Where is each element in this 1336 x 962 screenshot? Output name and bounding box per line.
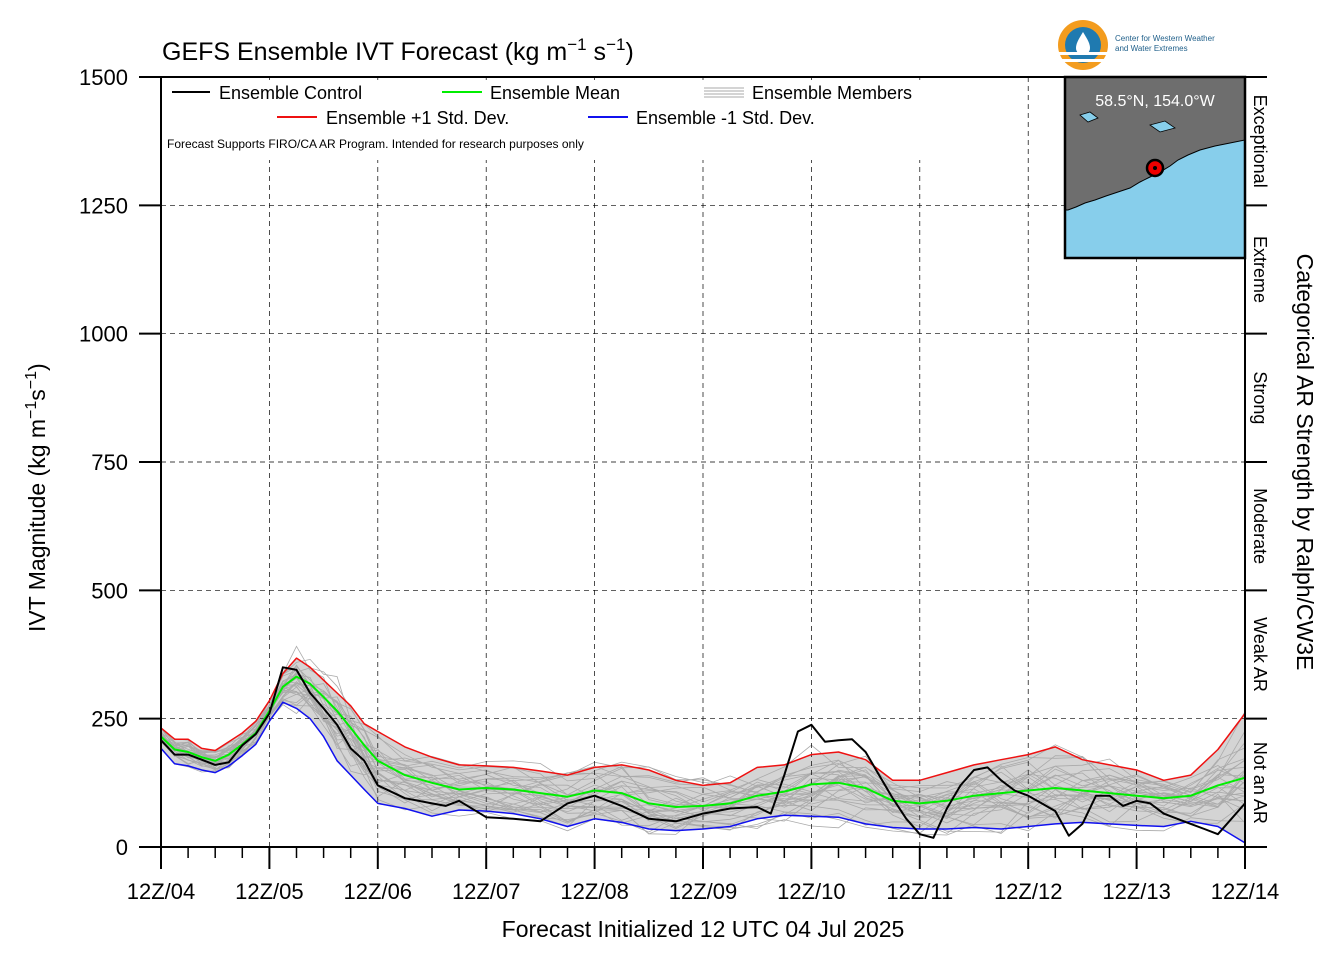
legend-label-plus-sd: Ensemble +1 Std. Dev. xyxy=(326,108,509,128)
logo-text-2: and Water Extremes xyxy=(1115,44,1188,53)
legend-label-minus-sd: Ensemble -1 Std. Dev. xyxy=(636,108,815,128)
y-tick-label: 750 xyxy=(91,450,128,475)
legend: Ensemble Control Ensemble Mean Ensemble … xyxy=(165,80,925,160)
chart-title: GEFS Ensemble IVT Forecast (kg m−1 s−1) xyxy=(162,35,634,66)
x-tick-label: 12Z/12 xyxy=(994,879,1063,904)
axes: 0 250 500 750 1000 1250 1500 12Z/04 12Z/05 12Z/06… xyxy=(79,65,1279,904)
minus-sd-line xyxy=(160,701,1246,844)
x-tick-label: 12Z/14 xyxy=(1211,879,1280,904)
logo-text-1: Center for Western Weather xyxy=(1115,34,1215,43)
category-labels: Not an AR Weak AR Moderate Strong Extreme Exc… xyxy=(1250,95,1270,824)
y-tick-label: 1000 xyxy=(79,322,128,347)
category-label: Exceptional xyxy=(1250,95,1270,188)
x-tick-label: 12Z/06 xyxy=(344,879,413,904)
category-label: Strong xyxy=(1250,371,1270,424)
x-axis-label: Forecast Initialized 12 UTC 04 Jul 2025 xyxy=(502,916,905,942)
x-tick-label: 12Z/05 xyxy=(235,879,304,904)
x-tick-label: 12Z/09 xyxy=(669,879,738,904)
control-line xyxy=(160,666,1246,839)
x-tick-label: 12Z/11 xyxy=(886,879,953,904)
cw3e-logo: Center for Western Weather and Water Ext… xyxy=(1058,20,1215,70)
location-inset-map: 58.5°N, 154.0°W xyxy=(1063,75,1247,260)
location-coords: 58.5°N, 154.0°W xyxy=(1095,93,1215,110)
legend-label-members: Ensemble Members xyxy=(752,83,912,103)
y-axis-label: IVT Magnitude (kg m−1s−1) xyxy=(23,363,50,632)
plus-sd-line xyxy=(160,657,1246,787)
x-tick-label: 12Z/10 xyxy=(777,879,846,904)
category-label: Weak AR xyxy=(1250,617,1270,692)
legend-label-control: Ensemble Control xyxy=(219,83,362,103)
x-tick-label: 12Z/07 xyxy=(452,879,521,904)
y-tick-label: 250 xyxy=(91,707,128,732)
y-tick-label: 500 xyxy=(91,578,128,603)
y-tick-label: 1250 xyxy=(79,193,128,218)
category-label: Extreme xyxy=(1250,236,1270,303)
x-tick-label: 12Z/13 xyxy=(1102,879,1171,904)
x-tick-label: 12Z/04 xyxy=(127,879,196,904)
category-label: Moderate xyxy=(1250,488,1270,564)
grid-lines xyxy=(161,77,1245,847)
landmass xyxy=(1064,76,1246,211)
category-axis-label: Categorical AR Strength by Ralph/CW3E xyxy=(1292,254,1318,671)
category-label: Not an AR xyxy=(1250,742,1270,824)
x-tick-label: 12Z/08 xyxy=(560,879,629,904)
legend-label-mean: Ensemble Mean xyxy=(490,83,620,103)
legend-swatch-members xyxy=(704,87,744,98)
y-tick-label: 0 xyxy=(116,835,128,860)
legend-bg xyxy=(165,80,925,160)
research-note: Forecast Supports FIRO/CA AR Program. In… xyxy=(167,137,584,151)
series-lines xyxy=(160,657,1246,844)
y-tick-label: 1500 xyxy=(79,65,128,90)
